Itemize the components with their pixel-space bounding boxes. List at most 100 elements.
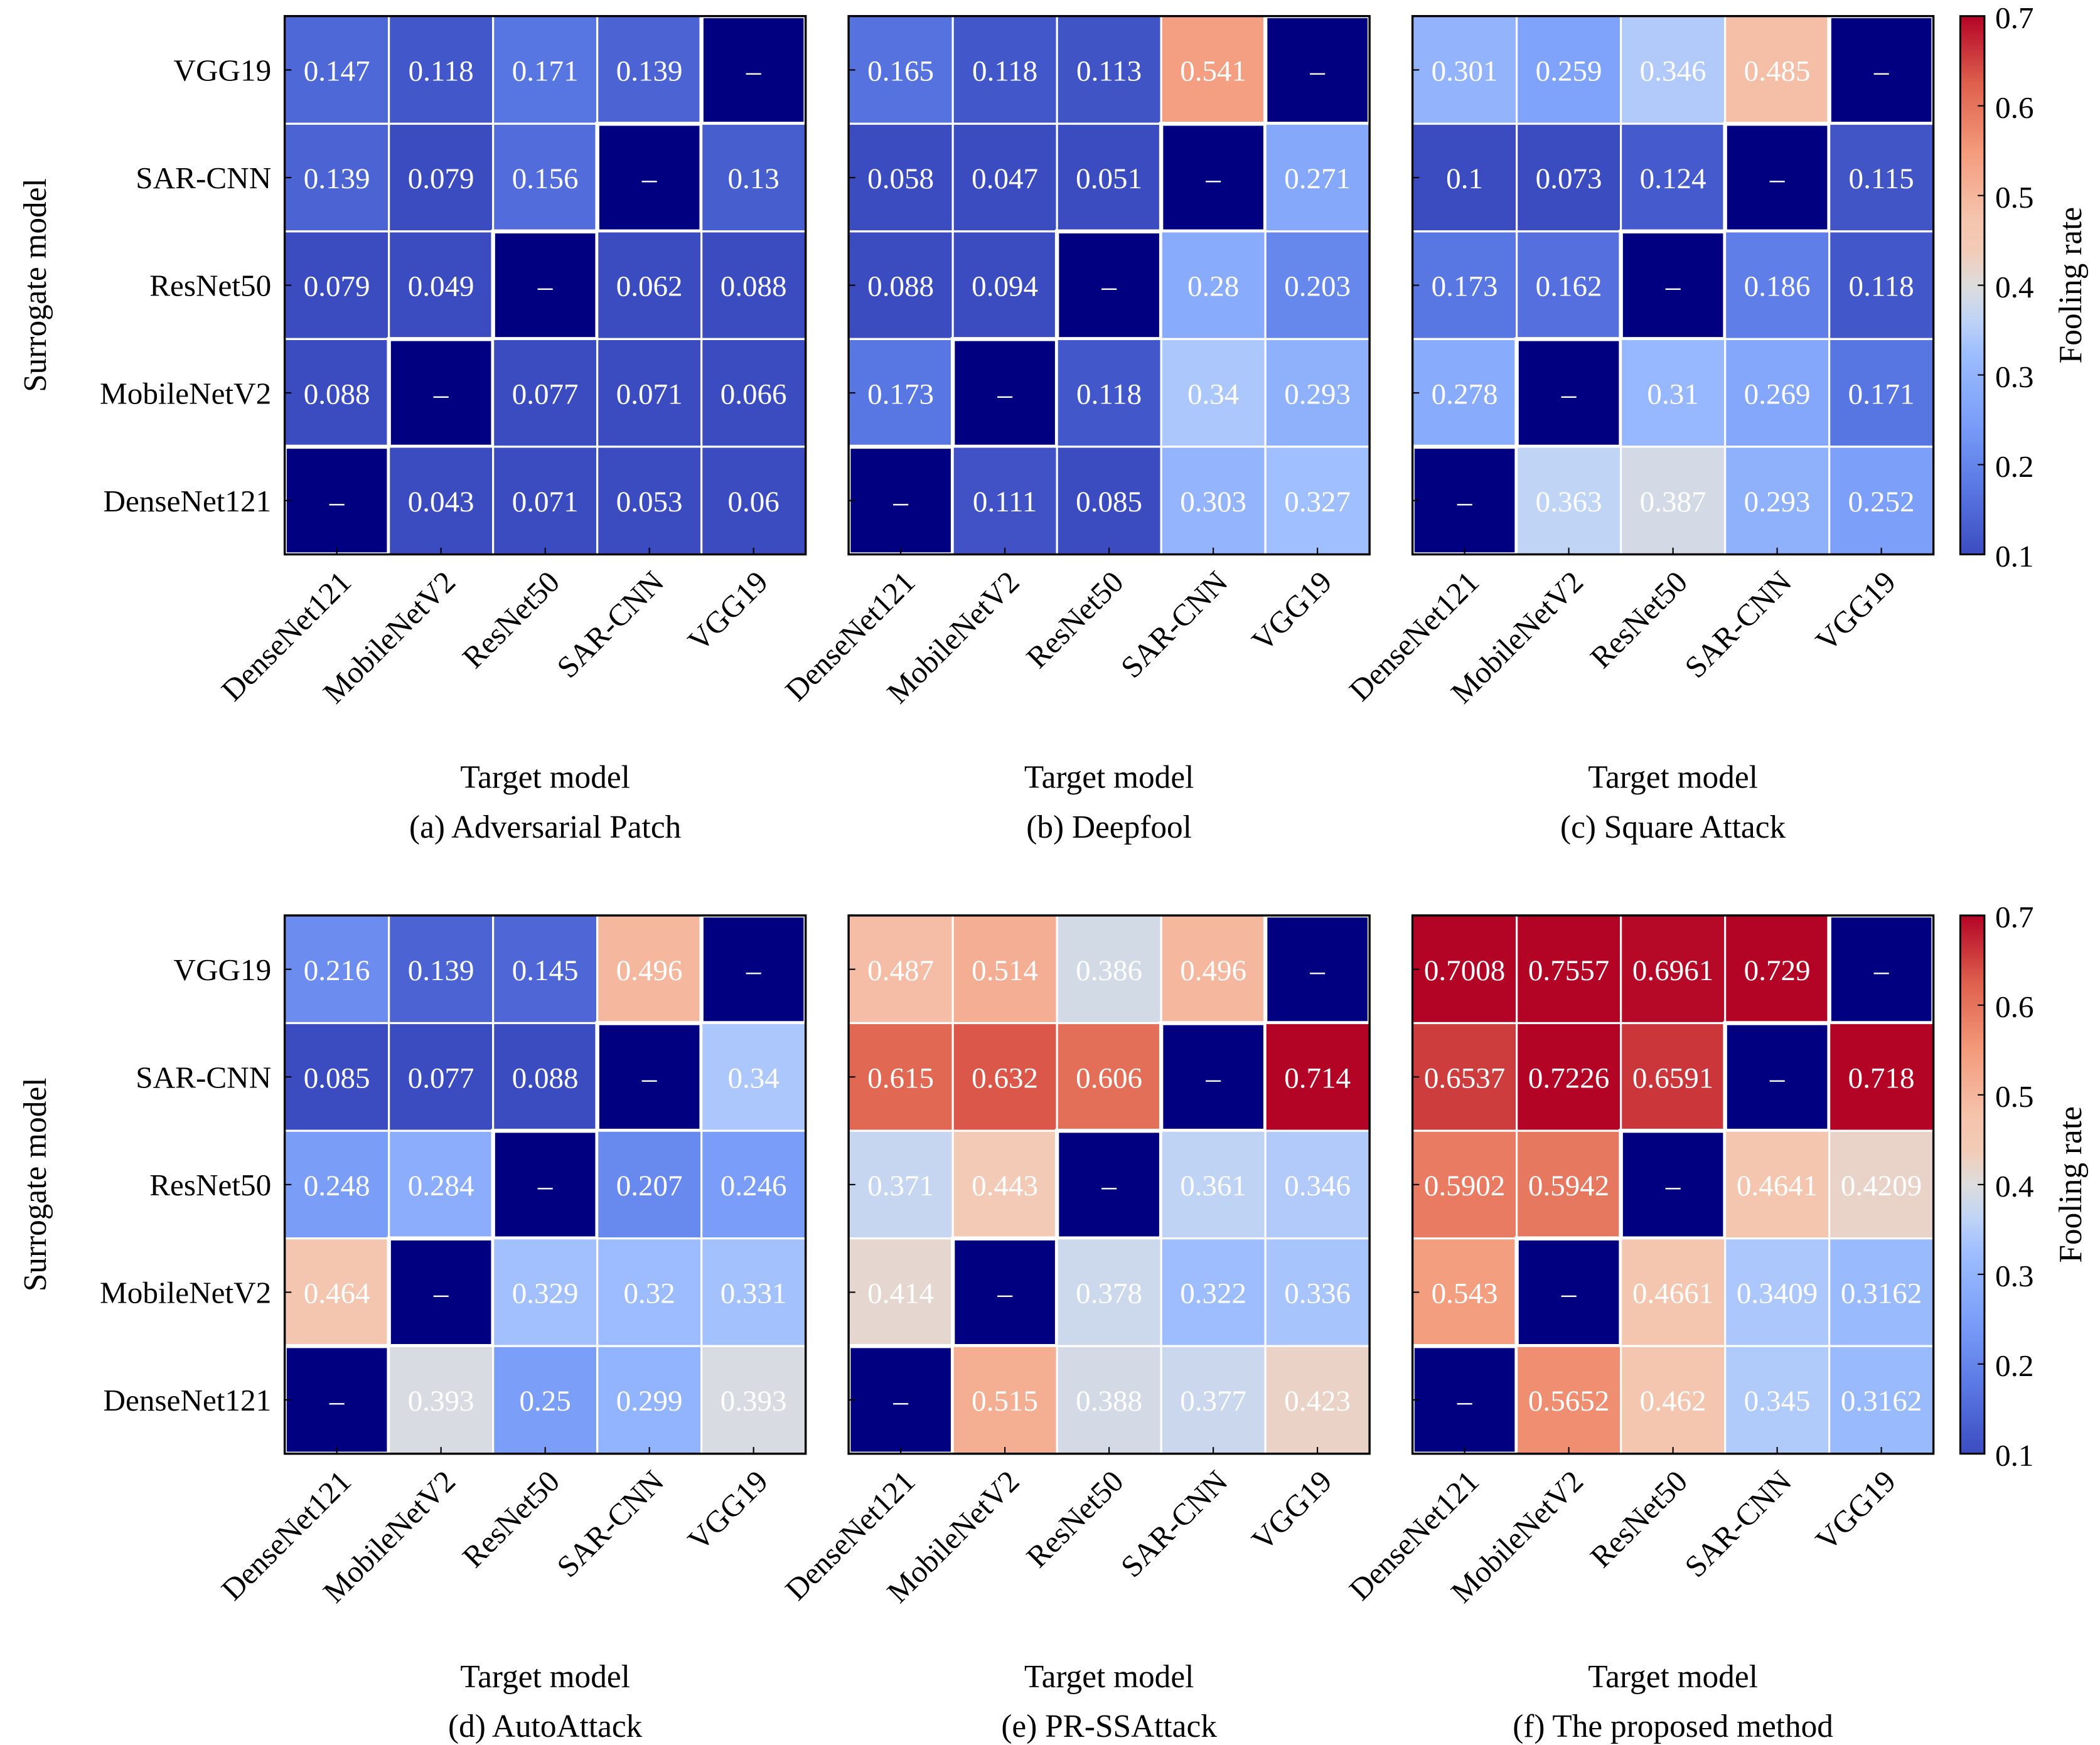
x-tick-label: ResNet50 [1583,1464,1694,1574]
colorbar-tick-label: 0.6 [1995,90,2033,125]
x-tick-label: SAR-CNN [1678,1464,1798,1584]
cell-value: 0.729 [1744,954,1811,987]
heatmap-cell [1160,1345,1267,1455]
heatmap-cell [1411,15,1518,125]
cell-value: 0.423 [1284,1385,1351,1417]
cell-value: 0.331 [721,1278,787,1310]
diagonal-cell [491,1128,599,1241]
cell-value: 0.173 [867,378,934,410]
x-tick-label: ResNet50 [1020,1464,1130,1574]
y-tick-label: MobileNetV2 [100,1276,271,1310]
heatmap-cell [1724,1129,1831,1240]
cell-value: 0.462 [1640,1385,1706,1417]
heatmap-cell [1264,122,1371,233]
cell-value: 0.487 [867,954,934,987]
cell-value: 0.118 [1849,270,1914,303]
cell-value: 0.346 [1284,1170,1351,1202]
cell-value: 0.284 [408,1170,474,1202]
cell-value: 0.156 [512,163,579,195]
heatmap-cell [951,1345,1058,1455]
cell-value: 0.077 [408,1062,474,1094]
heatmap-cell [1264,1345,1371,1455]
heatmap-cell [847,338,954,448]
cell-value: 0.361 [1180,1170,1246,1202]
cell-value: – [1665,1170,1681,1202]
panel-caption: (f) The proposed method [1513,1709,1833,1744]
y-axis-label: Surrogate model [18,1078,53,1292]
cell-value: 0.363 [1536,486,1602,518]
colorbar: 0.1 0.2 0.3 0.4 0.5 0.6 0.7 Fooling rate [1959,900,2089,1473]
cell-value: 0.3162 [1841,1278,1922,1310]
heatmap-cell [1411,1237,1518,1347]
cell-value: 0.077 [512,378,579,410]
heatmap-cell [700,446,807,556]
heatmap-cell [1056,1237,1162,1347]
cell-value: 0.632 [972,1062,1038,1094]
heatmap-cell [388,446,495,556]
cell-value: 0.079 [408,163,474,195]
diagonal-cell [1054,229,1164,341]
x-axis-label: Target model [1588,760,1758,796]
cell-value: 0.25 [519,1385,571,1417]
heatmap-cell [1160,1237,1267,1347]
heatmap-cell [1515,1129,1622,1240]
cell-value: 0.259 [1536,55,1602,88]
heatmap-cell [596,1129,703,1240]
cell-value: 0.088 [304,378,370,410]
heatmap-cell [1515,1022,1622,1132]
cell-value: – [1205,1062,1221,1094]
x-axis-label: Target model [1024,1659,1194,1695]
heatmap-cell [951,446,1058,556]
heatmap-cell [1160,446,1267,556]
heatmap-cell [492,338,599,448]
heatmap-cell [596,230,703,340]
heatmap-cell [388,914,495,1025]
panel-caption: (d) AutoAttack [448,1709,643,1744]
cell-value: 0.543 [1432,1278,1498,1310]
cell-value: 0.111 [973,486,1037,518]
cell-value: 0.049 [408,270,474,303]
heatmap-cell [1411,122,1518,233]
heatmap-cell [700,338,807,448]
cell-value: 0.118 [409,55,474,88]
x-tick-label: VGG19 [1809,1464,1902,1557]
heatmap-cell [1056,914,1162,1025]
heatmap-cell [1056,1345,1162,1455]
y-tick-label: MobileNetV2 [100,376,271,410]
cell-value: – [1873,55,1889,88]
cell-value: 0.5902 [1424,1170,1505,1202]
cell-value: 0.4209 [1841,1170,1922,1202]
cell-value: 0.327 [1284,486,1351,518]
y-axis-label: Surrogate model [18,178,53,392]
cell-value: 0.303 [1180,486,1246,518]
cell-value: 0.246 [721,1170,787,1202]
heatmap-cell [492,1022,599,1132]
cell-value: 0.5942 [1528,1170,1609,1202]
colorbar-tick-label: 0.2 [1995,1348,2033,1383]
heatmap-cell [700,1237,807,1347]
cell-value: 0.269 [1744,378,1811,410]
cell-value: 0.085 [304,1062,370,1094]
cell-value: – [433,1278,449,1310]
heatmap-cell [492,122,599,233]
colorbar-tick-label: 0.3 [1995,1259,2033,1293]
x-tick-label: VGG19 [681,564,774,658]
colorbar-tick-label: 0.1 [1995,1438,2033,1473]
cell-value: – [1873,954,1889,987]
heatmap-panel: 0.7008 0.7557 0.6961 0.729 – 0.6537 0.7226 0.65… [1342,913,1936,1744]
heatmap-cell [596,1237,703,1347]
colorbar-tick-label: 0.2 [1995,449,2033,484]
cell-value: 0.293 [1284,378,1351,410]
diagonal-cell [1723,122,1831,234]
x-tick-label: ResNet50 [1583,564,1694,675]
cell-value: 0.329 [512,1278,579,1310]
cell-value: 0.118 [1076,378,1142,410]
diagonal-cell [1514,1236,1623,1348]
cell-value: – [537,1170,553,1202]
cell-value: 0.047 [972,163,1038,195]
heatmap-cell [1828,1237,1935,1347]
cell-value: – [1457,486,1472,518]
colorbar-tick-label: 0.6 [1995,990,2033,1024]
cell-value: – [433,378,449,410]
